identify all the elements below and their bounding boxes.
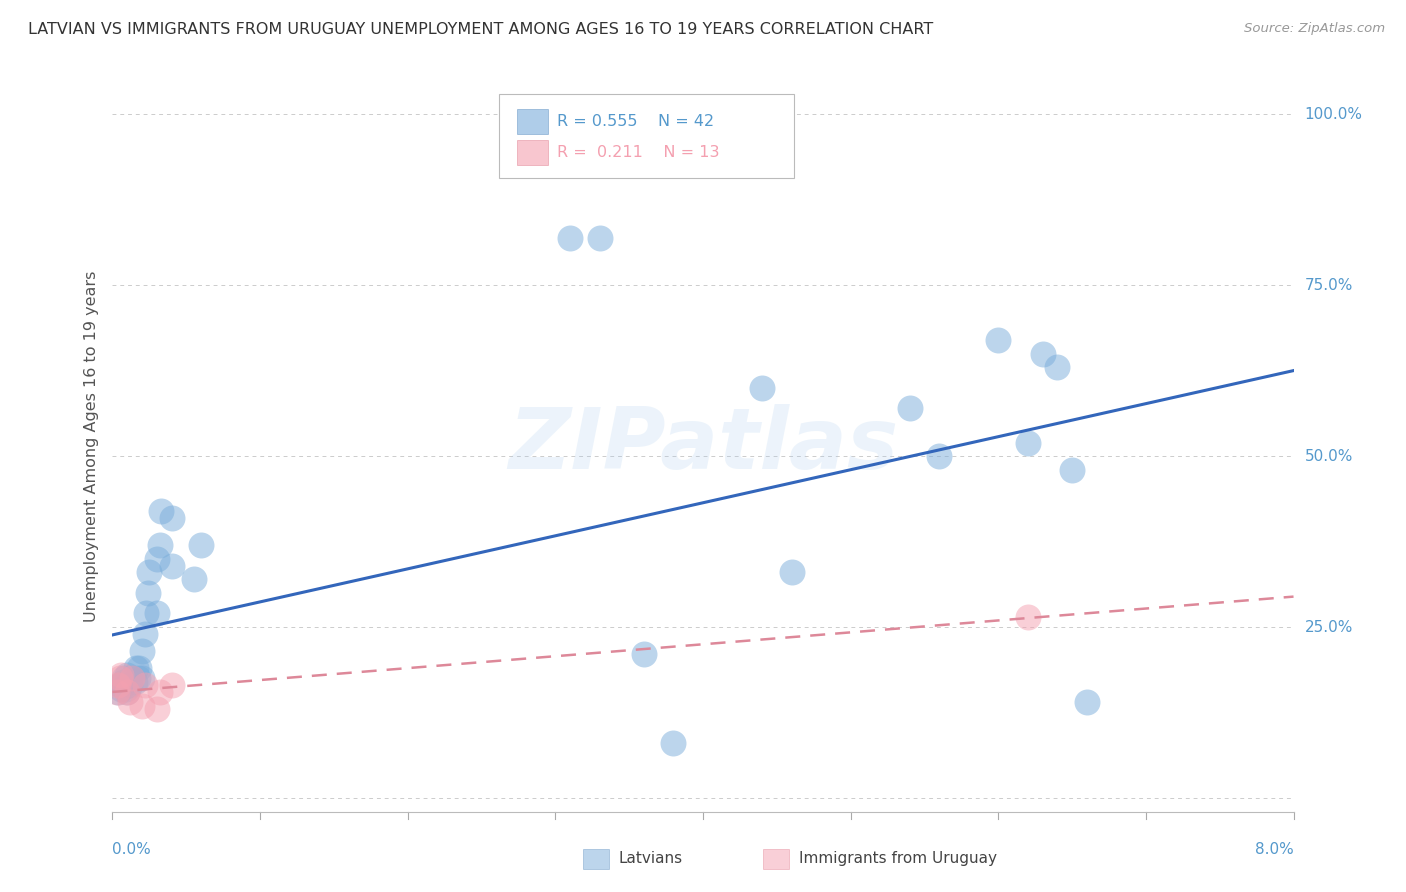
Point (662, 736, 685, 750)
Point (135, 607, 157, 621)
Text: Immigrants from Uruguay: Immigrants from Uruguay (799, 851, 997, 865)
Point (120, 695, 142, 709)
Point (183, 572, 205, 586)
Point (125, 661, 148, 675)
Point (1017, 610, 1039, 624)
Point (1062, 463, 1084, 477)
Point (131, 644, 153, 658)
Point (160, 510, 183, 524)
Point (136, 586, 159, 600)
Point (1017, 435, 1039, 450)
Text: 8.0%: 8.0% (1254, 842, 1294, 857)
Point (107, 685, 129, 699)
Text: LATVIAN VS IMMIGRANTS FROM URUGUAY UNEMPLOYMENT AMONG AGES 16 TO 19 YEARS CORREL: LATVIAN VS IMMIGRANTS FROM URUGUAY UNEMP… (28, 22, 934, 37)
Point (124, 674, 146, 689)
Point (588, 230, 610, 244)
Text: 100.0%: 100.0% (1305, 107, 1362, 122)
Text: Source: ZipAtlas.com: Source: ZipAtlas.com (1244, 22, 1385, 36)
Text: 50.0%: 50.0% (1305, 449, 1353, 464)
Point (110, 668, 132, 682)
Point (117, 668, 138, 682)
Point (149, 685, 172, 699)
Point (1046, 360, 1069, 375)
Y-axis label: Unemployment Among Ages 16 to 19 years: Unemployment Among Ages 16 to 19 years (83, 270, 98, 622)
Text: 25.0%: 25.0% (1305, 620, 1353, 634)
Point (146, 607, 169, 621)
Point (1076, 695, 1098, 709)
Point (107, 678, 129, 692)
Point (105, 685, 128, 699)
Text: 75.0%: 75.0% (1305, 277, 1353, 293)
Point (149, 538, 172, 552)
Point (128, 661, 150, 675)
Point (131, 698, 153, 713)
Point (134, 678, 156, 692)
Point (131, 672, 153, 686)
Point (146, 551, 169, 566)
Point (190, 538, 212, 552)
Text: R =  0.211    N = 13: R = 0.211 N = 13 (557, 145, 720, 160)
Point (117, 685, 138, 699)
Point (121, 672, 143, 686)
Point (987, 333, 1010, 347)
Point (160, 678, 183, 692)
Point (560, 230, 582, 244)
Point (160, 558, 183, 573)
Point (110, 681, 132, 696)
Text: R = 0.555    N = 42: R = 0.555 N = 42 (557, 114, 714, 128)
Point (108, 678, 131, 692)
Text: Latvians: Latvians (619, 851, 683, 865)
Point (928, 449, 950, 463)
Point (108, 672, 131, 686)
Point (120, 678, 142, 692)
Point (150, 504, 173, 518)
Point (121, 672, 143, 686)
Point (114, 681, 136, 696)
Point (780, 566, 803, 580)
Point (117, 685, 138, 699)
Point (898, 401, 921, 416)
Text: ZIPatlas: ZIPatlas (508, 404, 898, 488)
Point (134, 627, 156, 641)
Text: 0.0%: 0.0% (112, 842, 152, 857)
Point (633, 648, 655, 662)
Point (146, 702, 169, 716)
Point (111, 674, 134, 689)
Point (112, 672, 135, 686)
Point (1032, 347, 1054, 361)
Point (751, 381, 773, 395)
Point (138, 566, 160, 580)
Point (127, 672, 149, 686)
